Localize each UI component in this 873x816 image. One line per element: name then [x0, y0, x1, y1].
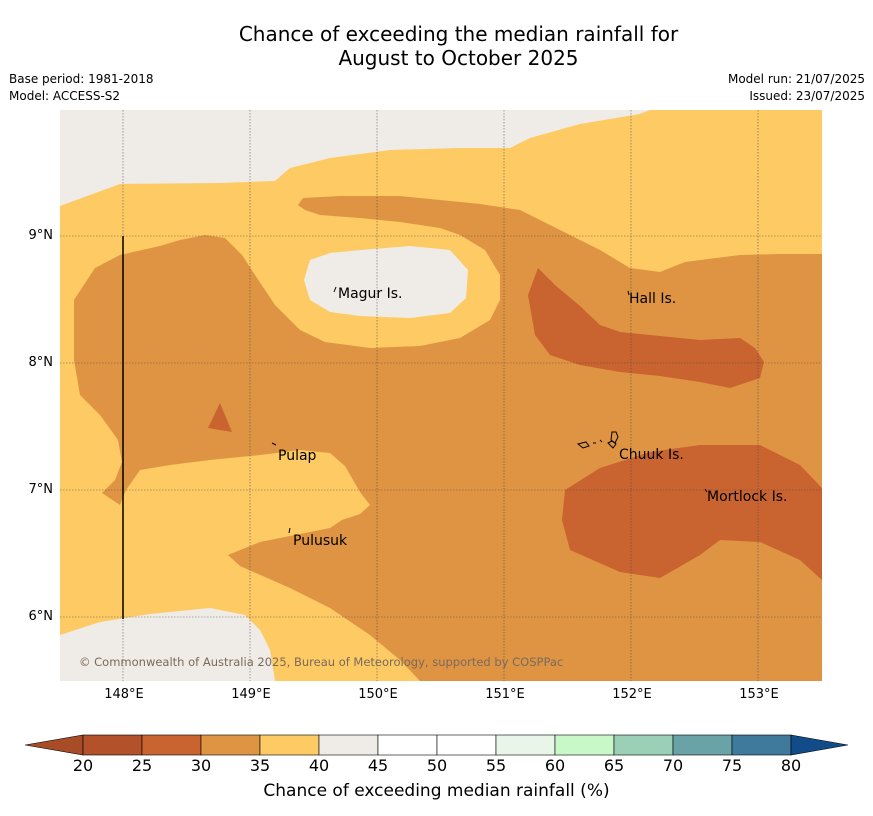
colorbar-tick-60: 60	[544, 756, 566, 775]
colorbar-cell-30-35	[200, 734, 261, 756]
colorbar-cell-20-25	[82, 734, 143, 756]
colorbar-tick-45: 45	[367, 756, 389, 775]
copyright-text: © Commonwealth of Australia 2025, Bureau…	[79, 655, 563, 669]
colorbar-cell-70-75	[672, 734, 733, 756]
place-label-hall: Hall Is.	[629, 291, 676, 307]
colorbar-tick-55: 55	[485, 756, 507, 775]
title-line-1: Chance of exceeding the median rainfall …	[238, 22, 679, 46]
meta-right: Model run: 21/07/2025 Issued: 23/07/2025	[728, 71, 865, 105]
colorbar-cell-35-40	[259, 734, 320, 756]
model-name: Model: ACCESS-S2	[9, 89, 121, 103]
colorbar-cell-40-45	[318, 734, 379, 756]
colorbar-title: Chance of exceeding median rainfall (%)	[263, 781, 610, 801]
issued-date: Issued: 23/07/2025	[749, 89, 865, 103]
colorbar-cell-50-55	[436, 734, 497, 756]
place-label-pulap: Pulap	[278, 448, 317, 464]
colorbar-tick-80: 80	[780, 756, 802, 775]
lon-label-151e: 151°E	[485, 687, 525, 702]
colorbar-tick-50: 50	[426, 756, 448, 775]
base-period: Base period: 1981-2018	[9, 72, 154, 86]
colorbar-tick-30: 30	[190, 756, 212, 775]
colorbar-cell-55-60	[495, 734, 556, 756]
colorbar-tick-65: 65	[603, 756, 625, 775]
title-line-2: August to October 2025	[338, 46, 579, 70]
band-40-45-magur	[304, 246, 468, 318]
hall-island-marker	[627, 290, 630, 296]
colorbar-cell-75-80	[731, 734, 792, 756]
colorbar-tick-40: 40	[308, 756, 330, 775]
mortlock-island-marker	[704, 488, 708, 493]
lon-label-148e: 148°E	[104, 687, 144, 702]
colorbar-cells	[25, 734, 849, 756]
lat-label-8n: 8°N	[28, 355, 54, 370]
colorbar-tick-70: 70	[662, 756, 684, 775]
chuuk-island-marker	[576, 431, 619, 449]
lon-label-150e: 150°E	[358, 687, 398, 702]
colorbar-extend-high	[790, 734, 849, 756]
lat-label-9n: 9°N	[28, 228, 54, 243]
graticule	[60, 110, 822, 681]
island-markers	[271, 286, 708, 534]
lat-label-7n: 7°N	[28, 482, 54, 497]
lon-label-153e: 153°E	[739, 687, 779, 702]
magur-island-marker	[333, 286, 337, 293]
colorbar-tick-35: 35	[249, 756, 271, 775]
place-label-chuuk: Chuuk Is.	[619, 447, 684, 463]
colorbar	[25, 734, 849, 756]
colorbar-tick-25: 25	[131, 756, 153, 775]
pulusuk-island-marker	[288, 527, 291, 534]
model-run: Model run: 21/07/2025	[727, 72, 865, 86]
colorbar-cell-60-65	[554, 734, 615, 756]
rainfall-map: Magur Is. Hall Is. Pulap Chuuk Is. Mortl…	[60, 110, 822, 681]
colorbar-tick-75: 75	[721, 756, 743, 775]
map-title: Chance of exceeding the median rainfall …	[0, 22, 873, 70]
lat-label-6n: 6°N	[28, 609, 54, 624]
colorbar-tick-20: 20	[72, 756, 94, 775]
band-25-30-hall	[528, 268, 764, 388]
lon-label-152e: 152°E	[612, 687, 652, 702]
colorbar-extend-low	[25, 734, 84, 756]
band-25-30-mortlock	[562, 445, 822, 580]
place-label-mortlock: Mortlock Is.	[707, 489, 787, 505]
place-label-magur: Magur Is.	[338, 286, 403, 302]
band-25-30-small	[208, 403, 232, 432]
colorbar-cell-25-30	[141, 734, 202, 756]
band-40-45-bottom	[60, 608, 275, 681]
band-40-45-top	[60, 110, 650, 206]
lon-label-149e: 149°E	[231, 687, 271, 702]
pulap-island-marker	[271, 442, 277, 446]
colorbar-cell-65-70	[613, 734, 674, 756]
colorbar-cell-45-50	[377, 734, 438, 756]
place-label-pulusuk: Pulusuk	[293, 533, 348, 549]
meta-left: Base period: 1981-2018 Model: ACCESS-S2	[9, 71, 154, 105]
